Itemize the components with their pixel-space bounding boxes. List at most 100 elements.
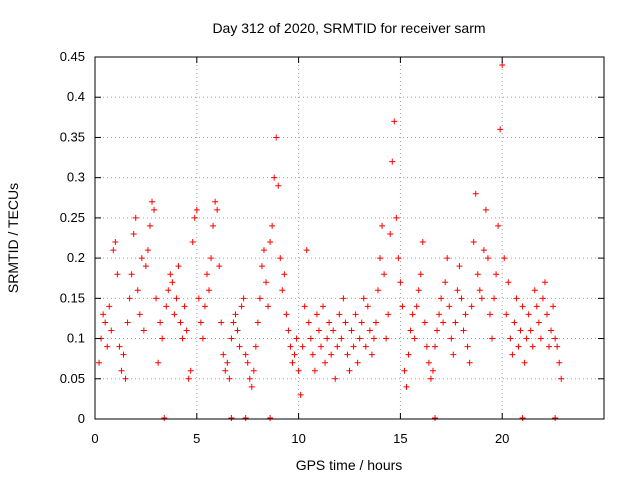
data-point	[309, 351, 316, 358]
data-point	[136, 311, 143, 318]
data-point	[169, 279, 176, 286]
x-tick-label: 20	[495, 431, 509, 446]
data-point	[112, 239, 119, 246]
data-point	[379, 222, 386, 229]
y-tick-label: 0.15	[60, 290, 85, 305]
data-point	[138, 255, 145, 262]
data-point	[548, 327, 555, 334]
data-point	[303, 247, 310, 254]
data-point	[151, 206, 158, 213]
y-axis-label: SRMTID / TECUs	[5, 183, 21, 293]
data-point	[346, 367, 353, 374]
data-point	[195, 295, 202, 302]
data-point	[446, 303, 453, 310]
data-point	[199, 335, 206, 342]
data-point	[515, 343, 522, 350]
data-point	[232, 311, 239, 318]
data-point	[401, 367, 408, 374]
data-point	[495, 222, 502, 229]
data-point	[299, 343, 306, 350]
data-point	[210, 222, 217, 229]
data-point	[352, 311, 359, 318]
data-point	[293, 335, 300, 342]
data-point	[279, 287, 286, 294]
data-point	[436, 311, 443, 318]
y-tick-label: 0.05	[60, 371, 85, 386]
data-point	[175, 263, 182, 270]
data-point	[344, 351, 351, 358]
data-point	[474, 271, 481, 278]
data-point	[486, 311, 493, 318]
data-point	[100, 311, 107, 318]
data-point	[212, 198, 219, 205]
data-point	[220, 351, 227, 358]
y-tick-label: 0	[78, 411, 85, 426]
data-point	[252, 343, 259, 350]
data-point	[230, 319, 237, 326]
data-point	[157, 319, 164, 326]
data-point	[383, 335, 390, 342]
data-point	[307, 335, 314, 342]
x-tick-labels: 0 5 10 15 20	[91, 431, 509, 446]
data-point	[108, 327, 115, 334]
data-point	[260, 247, 267, 254]
data-point	[513, 295, 520, 302]
data-point	[375, 287, 382, 294]
data-point	[222, 367, 229, 374]
data-point	[523, 335, 530, 342]
data-point	[208, 255, 215, 262]
data-point	[434, 327, 441, 334]
data-point	[531, 287, 538, 294]
data-point	[248, 383, 255, 390]
data-point	[228, 415, 235, 421]
data-point	[269, 222, 276, 229]
data-point	[537, 335, 544, 342]
data-point	[423, 343, 430, 350]
data-point	[493, 271, 500, 278]
data-point	[218, 319, 225, 326]
data-point	[529, 343, 536, 350]
data-point	[201, 303, 208, 310]
x-axis-label: GPS time / hours	[296, 457, 403, 473]
data-point	[364, 303, 371, 310]
data-point	[146, 222, 153, 229]
data-point	[348, 327, 355, 334]
data-point	[315, 327, 322, 334]
data-point	[106, 303, 113, 310]
data-point	[246, 375, 253, 382]
data-point	[185, 375, 192, 382]
data-point	[503, 311, 510, 318]
data-point	[118, 367, 125, 374]
data-point	[543, 311, 550, 318]
data-point	[342, 319, 349, 326]
data-point	[440, 319, 447, 326]
data-point	[271, 174, 278, 181]
data-point	[362, 343, 369, 350]
y-tick-label: 0.35	[60, 129, 85, 144]
data-point	[179, 335, 186, 342]
data-point	[130, 230, 137, 237]
data-point	[354, 359, 361, 366]
data-point	[381, 271, 388, 278]
data-point	[484, 255, 491, 262]
data-point	[236, 343, 243, 350]
data-point	[470, 239, 477, 246]
data-point	[552, 335, 559, 342]
data-point	[472, 190, 479, 197]
data-point	[161, 415, 168, 421]
y-tick-label: 0.25	[60, 210, 85, 225]
data-point	[356, 335, 363, 342]
data-point	[511, 319, 518, 326]
data-point	[240, 295, 247, 302]
data-point	[214, 206, 221, 213]
data-point	[454, 287, 461, 294]
data-point	[242, 351, 249, 358]
x-tick-label: 5	[193, 431, 200, 446]
data-point	[541, 279, 548, 286]
data-point	[558, 375, 565, 382]
data-point	[289, 359, 296, 366]
data-point	[385, 311, 392, 318]
data-point	[334, 343, 341, 350]
data-point	[476, 287, 483, 294]
